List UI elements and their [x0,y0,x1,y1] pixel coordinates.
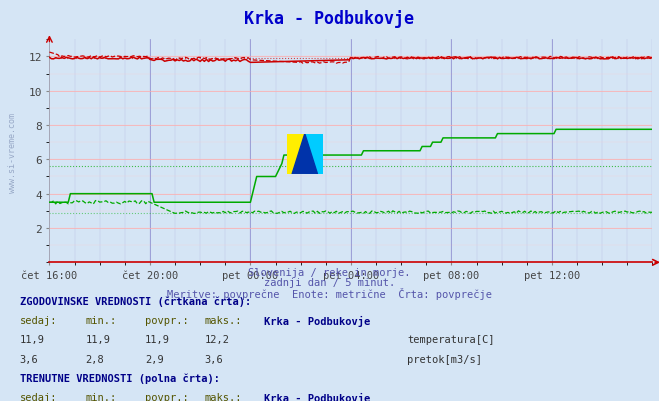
Text: Krka - Podbukovje: Krka - Podbukovje [264,392,370,401]
Text: 11,9: 11,9 [86,334,111,344]
Text: 2,8: 2,8 [86,354,104,364]
Text: maks.:: maks.: [204,315,242,325]
Text: temperatura[C]: temperatura[C] [407,334,495,344]
Text: 11,9: 11,9 [20,334,45,344]
Text: zadnji dan / 5 minut.: zadnji dan / 5 minut. [264,277,395,288]
Text: Meritve: povprečne  Enote: metrične  Črta: povprečje: Meritve: povprečne Enote: metrične Črta:… [167,288,492,300]
Text: Krka - Podbukovje: Krka - Podbukovje [244,10,415,28]
Text: 11,9: 11,9 [145,334,170,344]
Polygon shape [292,134,318,174]
Text: Krka - Podbukovje: Krka - Podbukovje [264,315,370,326]
Text: povpr.:: povpr.: [145,315,188,325]
Bar [304,134,323,174]
Text: 12,2: 12,2 [204,334,229,344]
Text: ZGODOVINSKE VREDNOSTI (črtkana črta):: ZGODOVINSKE VREDNOSTI (črtkana črta): [20,296,251,306]
Bar [287,134,304,174]
Text: min.:: min.: [86,315,117,325]
Text: www.si-vreme.com: www.si-vreme.com [8,112,17,192]
Text: Slovenija / reke in morje.: Slovenija / reke in morje. [248,267,411,277]
Text: sedaj:: sedaj: [20,315,57,325]
Text: povpr.:: povpr.: [145,392,188,401]
Text: 3,6: 3,6 [20,354,38,364]
Text: 3,6: 3,6 [204,354,223,364]
Text: pretok[m3/s]: pretok[m3/s] [407,354,482,364]
Text: maks.:: maks.: [204,392,242,401]
Text: TRENUTNE VREDNOSTI (polna črta):: TRENUTNE VREDNOSTI (polna črta): [20,373,219,383]
Text: 2,9: 2,9 [145,354,163,364]
Text: sedaj:: sedaj: [20,392,57,401]
Text: min.:: min.: [86,392,117,401]
